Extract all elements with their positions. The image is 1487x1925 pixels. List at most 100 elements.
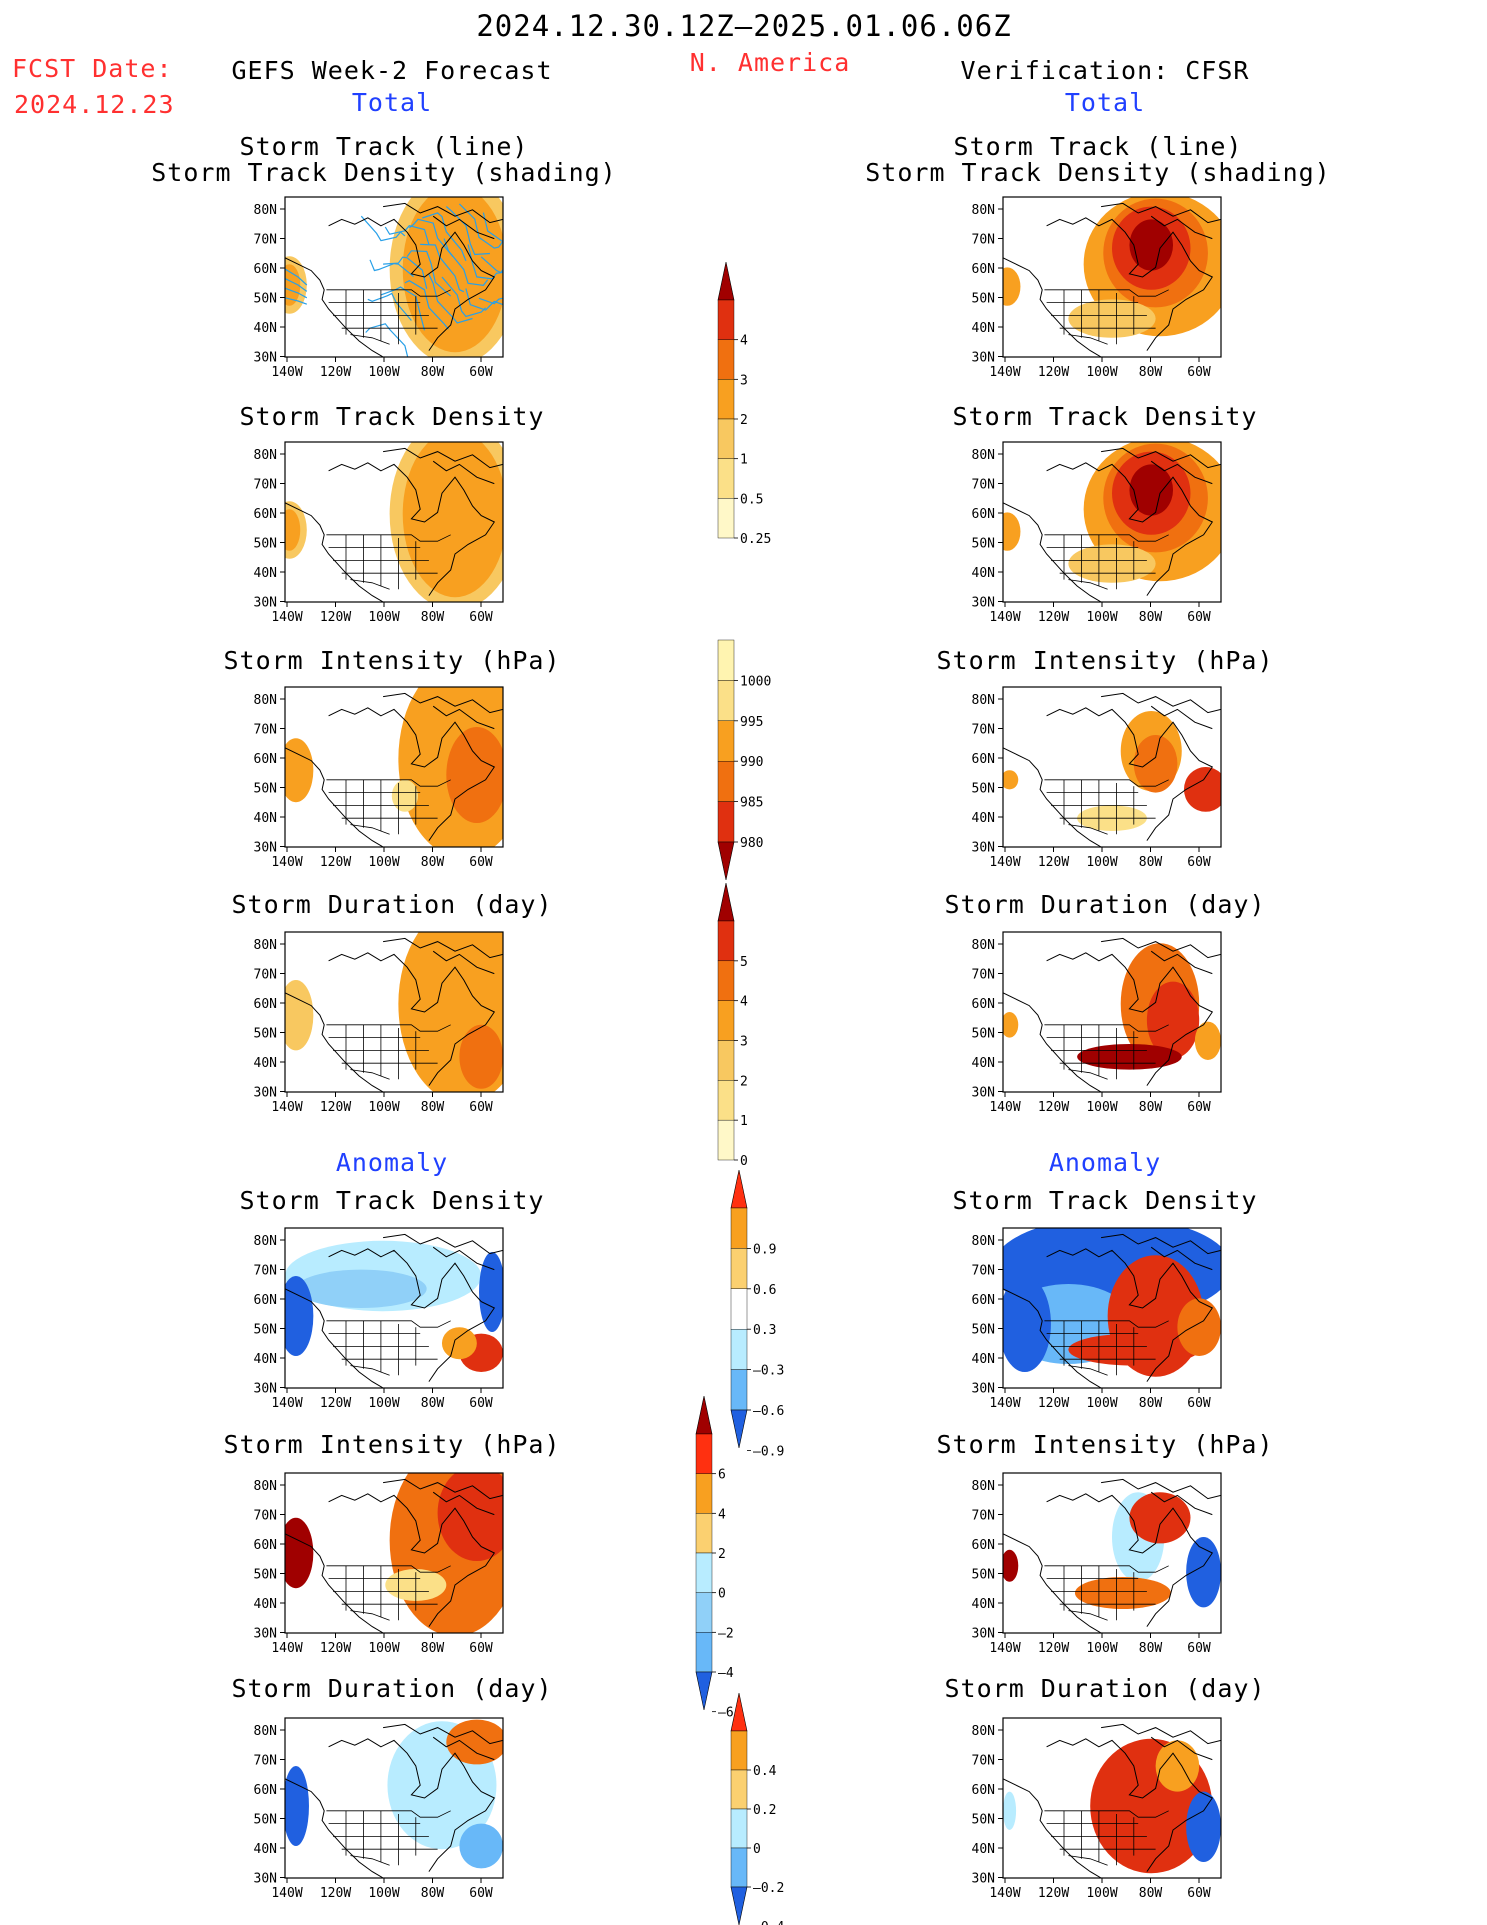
left-map-row-2-lon-0: 140W (271, 855, 302, 870)
right-total-label: Total (1064, 88, 1146, 117)
left-map-row-5-lat-0: 80N (254, 1479, 277, 1494)
left-map-row-3-border-0 (326, 1024, 451, 1032)
colorbar-duration-label-1: 4 (740, 995, 748, 1010)
left-map-row-6-lon-2: 100W (368, 1886, 399, 1901)
right-map-row-4-frame (1002, 1227, 1222, 1389)
colorbar-intensity-anomaly-seg-3 (695, 1552, 713, 1593)
left-map-row-5-lat-4: 40N (254, 1597, 277, 1612)
left-panel-3-title: Storm Duration (day) (231, 890, 553, 919)
right-panel-0-title2: Storm Track Density (shading) (865, 158, 1331, 187)
right-map-row-6-lat-2: 60N (972, 1783, 995, 1798)
left-map-row-6-border-0 (326, 1810, 451, 1818)
left-map-row-4-lon-4: 60W (469, 1396, 493, 1411)
left-column-title: GEFS Week-2 Forecast (231, 56, 553, 85)
colorbar-track-density-top-tip (717, 261, 735, 301)
colorbar-intensity: 1000 995 990 985 980 (717, 639, 771, 881)
colorbar-intensity-anomaly-label-3: 0 (718, 1587, 726, 1602)
colorbar-track-density-label-5: 0.25 (740, 532, 771, 547)
left-map-row-3-coast-0 (285, 992, 384, 1092)
left-map-row-1-shade-3 (285, 509, 301, 551)
period-title: 2024.12.30.12Z–2025.01.06.06Z (476, 9, 1012, 43)
right-map-row-0-lat-5: 30N (972, 351, 995, 366)
colorbar-density-anomaly-label-0: 0.9 (753, 1242, 776, 1257)
left-map-row-0-track-w-0 (285, 268, 308, 286)
left-map-row-0-coast-0 (285, 257, 384, 357)
right-map-row-1-frame (1002, 441, 1222, 603)
left-map-row-3-lat-2: 60N (254, 997, 277, 1012)
right-map-row-6-lat-4: 40N (972, 1842, 995, 1857)
colorbar-duration-seg-1 (717, 960, 735, 1001)
fcst-date-value: 2024.12.23 (14, 90, 175, 119)
left-map-row-1-border-0 (326, 534, 451, 542)
left-map-row-0-track-w-2 (285, 287, 308, 299)
region-title: N. America (689, 48, 851, 77)
right-map-row-0-frame (1002, 196, 1222, 358)
left-map-row-0-track-16 (404, 280, 449, 330)
right-map-row-5-lon-0: 140W (989, 1641, 1020, 1656)
right-map-row-1-lon-3: 80W (1139, 610, 1163, 625)
left-map-row-5-lon-2: 100W (368, 1641, 399, 1656)
left-map-row-0-lon-0: 140W (271, 365, 302, 380)
right-map-row-3-lat-5: 30N (972, 1086, 995, 1101)
right-map-row-4-lat-1: 70N (972, 1264, 995, 1279)
right-map-row-5-coast-2 (1101, 1478, 1221, 1500)
colorbar-duration-anomaly-label-1: 0.2 (753, 1803, 776, 1818)
left-map-row-5-coast-3 (432, 1491, 495, 1516)
colorbar-intensity-seg-3 (717, 761, 735, 802)
right-map-row-1-lon-0: 140W (989, 610, 1020, 625)
right-panel-1-title: Storm Track Density (952, 402, 1258, 431)
left-map-row-4-coast-2 (383, 1233, 503, 1255)
right-map-row-2-lat-3: 50N (972, 782, 995, 797)
right-panel-3-title: Storm Duration (day) (944, 890, 1266, 919)
left-map-row-0-shade-3 (285, 264, 301, 306)
colorbar-intensity-seg-1 (717, 680, 735, 722)
right-map-row-4-lon-0: 140W (989, 1396, 1020, 1411)
left-map-row-0-coast-3 (432, 215, 495, 240)
left-map-row-0-lat-4: 40N (254, 321, 277, 336)
right-map-row-6-lon-2: 100W (1086, 1886, 1117, 1901)
right-map-row-6-lon-4: 60W (1187, 1886, 1211, 1901)
left-map-row-0-track-9 (406, 250, 452, 297)
colorbar-duration-seg-2 (717, 1000, 735, 1041)
colorbar-duration-label-5: 0 (740, 1154, 748, 1169)
left-map-row-2-lon-3: 80W (421, 855, 445, 870)
colorbar-intensity-anomaly-label-5: –4 (718, 1666, 734, 1681)
right-map-row-6-lat-1: 70N (972, 1754, 995, 1769)
left-map-row-0-track-8 (383, 256, 428, 289)
colorbar-duration-label-0: 5 (740, 955, 748, 970)
colorbar-duration-anomaly-seg-1 (730, 1769, 748, 1810)
right-map-row-3-lat-2: 60N (972, 997, 995, 1012)
colorbar-intensity-anomaly-label-1: 4 (718, 1507, 726, 1522)
left-map-row-2-shade-3 (391, 779, 418, 812)
left-map-row-6-lat-2: 60N (254, 1783, 277, 1798)
right-map-row-4-border-1 (1068, 1365, 1108, 1376)
left-map-row-1-coast-2 (383, 447, 503, 469)
left-map-row-5-lat-5: 30N (254, 1627, 277, 1642)
left-map-row-0-track-17 (428, 274, 473, 324)
left-map-row-6-coast-0 (285, 1778, 384, 1878)
colorbar-intensity-anomaly-seg-5 (695, 1632, 713, 1673)
colorbar-duration-label-2: 3 (740, 1035, 748, 1050)
colorbar-intensity-anomaly-label-2: 2 (718, 1547, 726, 1562)
right-map-row-4-shade-2 (1003, 1276, 1051, 1372)
left-map-row-5-coast-2 (383, 1478, 503, 1500)
right-map-row-1-shade-3 (1129, 464, 1174, 516)
left-map-row-1-lat-1: 70N (254, 478, 277, 493)
colorbar-density-anomaly-bottom-tip (730, 1409, 748, 1449)
right-map-row-3-lon-3: 80W (1139, 1100, 1163, 1115)
left-map-row-0-track-5 (458, 203, 503, 249)
left-panel-5-title: Storm Intensity (hPa) (223, 1430, 561, 1459)
right-map-row-2-shade-2 (1183, 767, 1221, 812)
right-map-row-2-lat-4: 40N (972, 811, 995, 826)
right-map-row-1-lon-4: 60W (1187, 610, 1211, 625)
left-map-row-4-lon-1: 120W (320, 1396, 351, 1411)
right-map-row-0-coast-0 (1003, 257, 1102, 357)
colorbar-intensity-label-2: 990 (740, 755, 763, 770)
left-map-row-5-coast-0 (285, 1533, 384, 1633)
right-map-row-5-lon-1: 120W (1038, 1641, 1069, 1656)
left-map-row-1-lon-3: 80W (421, 610, 445, 625)
